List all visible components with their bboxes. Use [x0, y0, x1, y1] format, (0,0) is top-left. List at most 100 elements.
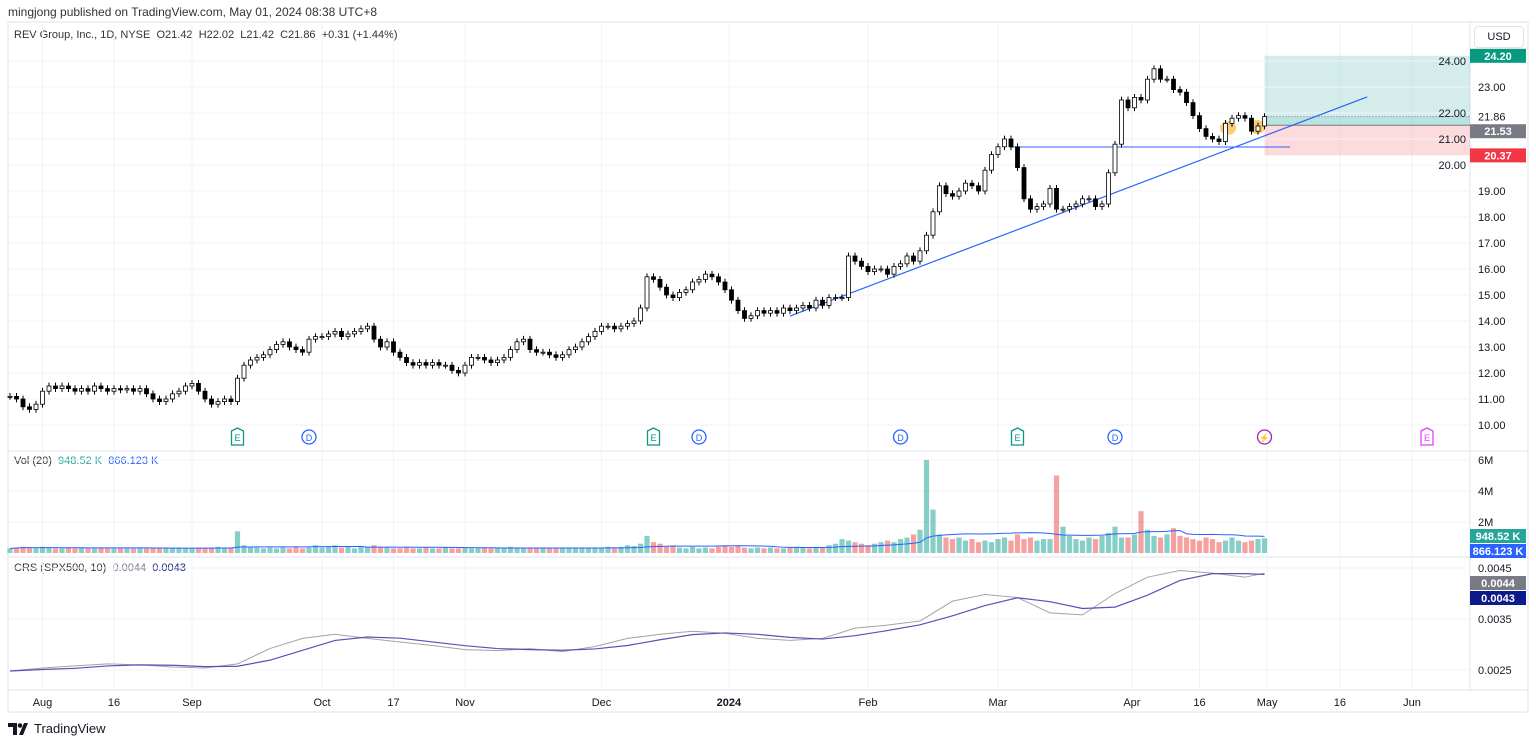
candle — [716, 273, 721, 286]
event-marker — [892, 429, 909, 445]
candle — [300, 346, 305, 356]
candle-body — [423, 362, 429, 366]
volume-bar — [969, 539, 975, 553]
candle — [625, 320, 630, 330]
volume-bar — [735, 546, 741, 553]
volume-bar — [280, 547, 286, 553]
candle — [729, 286, 734, 304]
candle-body — [46, 385, 52, 392]
candle-body — [1093, 198, 1098, 208]
volume-bar — [657, 543, 663, 553]
candle-body — [150, 393, 156, 400]
volume-bar — [1060, 526, 1066, 553]
volume-bar — [507, 546, 514, 553]
volume-bar — [806, 548, 813, 553]
candle — [722, 278, 728, 294]
volume-bar — [397, 548, 403, 553]
volume-tick-label: 6M — [1478, 455, 1493, 467]
volume-bar — [780, 548, 787, 553]
candle-body — [137, 388, 143, 392]
candle — [820, 296, 825, 309]
candle — [553, 351, 559, 361]
candle — [1067, 203, 1072, 213]
candle — [618, 322, 624, 333]
candle-body — [1015, 146, 1020, 169]
price-tick-label: 11.00 — [1478, 394, 1505, 406]
candle-body — [1047, 187, 1053, 205]
volume-bar — [917, 529, 923, 553]
dividend-icon[interactable]: D — [892, 429, 909, 445]
volume-bar — [20, 546, 26, 553]
earnings-icon[interactable]: E — [1010, 427, 1025, 446]
volume-bar — [416, 548, 423, 553]
candle — [1138, 94, 1144, 104]
earnings-icon[interactable]: E — [646, 427, 661, 446]
tradingview-logo[interactable]: TradingView — [8, 721, 106, 736]
candle-body — [1112, 143, 1118, 174]
price-tick-label: 20.00 — [1438, 160, 1466, 172]
volume-badge-bg — [1470, 529, 1526, 543]
candle-body — [371, 325, 377, 340]
candle-body — [98, 385, 104, 389]
candle-body — [1151, 68, 1157, 80]
candle-body — [859, 260, 864, 267]
volume-bar — [260, 548, 267, 553]
volume-bar — [540, 548, 546, 553]
target-price-badge: 24.20 — [1470, 48, 1526, 63]
candle-body — [495, 359, 500, 363]
dividend-icon[interactable]: D — [301, 429, 317, 445]
candle — [495, 356, 500, 366]
candle-body — [332, 330, 338, 335]
candle — [521, 335, 526, 346]
volume-bar — [1027, 537, 1034, 553]
candle-body — [1060, 208, 1066, 211]
volume-bar — [904, 537, 910, 553]
volume-bar — [241, 545, 247, 553]
volume-bar — [663, 546, 670, 553]
candle-body — [657, 278, 663, 288]
crs-ma-badge-bg — [1470, 591, 1526, 605]
stop-price-badge: 20.37 — [1470, 148, 1526, 163]
volume-bar — [1177, 535, 1183, 553]
candle-body — [735, 299, 741, 312]
candle-body — [235, 377, 240, 403]
candle — [638, 304, 643, 325]
candle-body — [1184, 91, 1189, 103]
volume-bar — [559, 548, 566, 553]
volume-bar — [182, 548, 189, 553]
candle — [183, 382, 188, 395]
candle — [709, 270, 715, 281]
volume-bar — [468, 548, 475, 553]
dividend-icon[interactable]: D — [691, 429, 707, 445]
candle — [202, 387, 208, 403]
candle-body — [833, 297, 838, 300]
candle — [651, 273, 656, 283]
candle — [605, 322, 611, 330]
candle — [7, 393, 13, 400]
volume-bar — [306, 547, 312, 553]
candle-body — [144, 388, 149, 395]
currency-button[interactable]: USD — [1474, 26, 1524, 48]
x-tick-label: Apr — [1123, 697, 1140, 709]
candle — [1086, 195, 1092, 203]
candle-body — [1190, 102, 1196, 116]
candle-body — [742, 310, 747, 319]
lightning-icon[interactable]: ⚡ — [1256, 429, 1273, 445]
candle-body — [345, 333, 351, 337]
dividend-icon[interactable]: D — [1107, 429, 1123, 445]
candle — [293, 343, 299, 353]
candle — [170, 390, 175, 403]
volume-bar — [852, 542, 858, 553]
candle — [215, 398, 221, 408]
volume-tick-label: 4M — [1478, 486, 1493, 498]
candle — [475, 354, 481, 361]
volume-bar — [293, 546, 299, 553]
candles — [7, 65, 1267, 413]
earnings-icon[interactable]: E — [1420, 427, 1434, 446]
candle — [852, 252, 858, 265]
symbol-name[interactable]: REV Group, Inc., 1D, NYSE — [14, 29, 151, 41]
earnings-icon[interactable]: E — [230, 427, 245, 446]
volume-bar — [546, 548, 553, 553]
volume-bar — [1157, 537, 1164, 553]
